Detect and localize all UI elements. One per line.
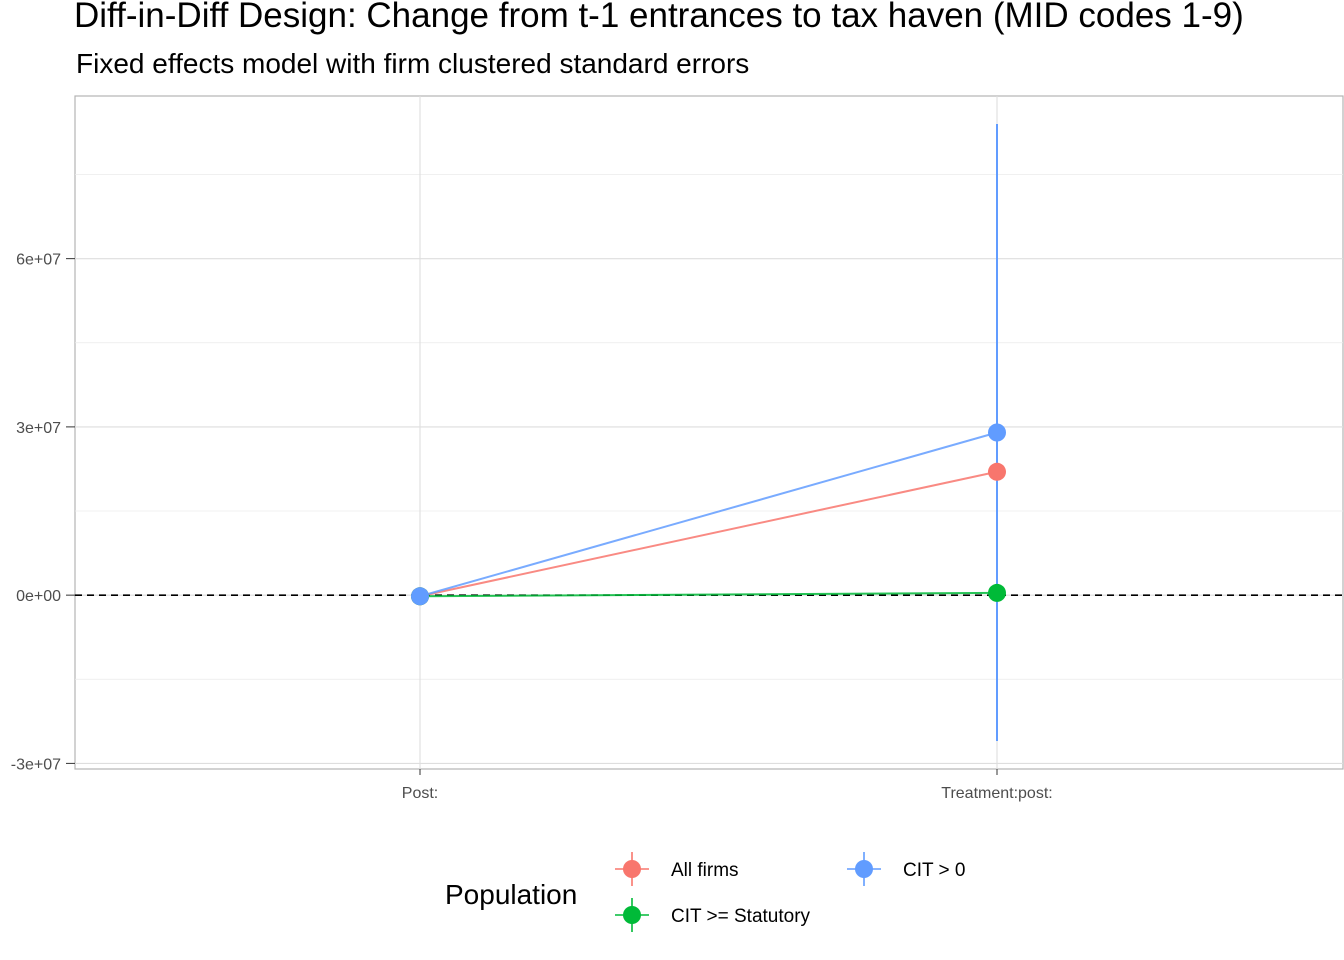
y-tick-label: -3e+07 xyxy=(11,756,61,773)
y-tick-label: 3e+07 xyxy=(16,420,61,437)
chart-subtitle: Fixed effects model with firm clustered … xyxy=(76,48,750,79)
legend-label-cit-0: CIT > 0 xyxy=(903,860,965,881)
series-line-cit-statutory xyxy=(419,591,998,598)
y-tick-label: 6e+07 xyxy=(16,252,61,269)
data-point-cit-0 xyxy=(411,587,429,606)
legend-key-point-cit-0 xyxy=(855,860,873,878)
y-tick-label: 0e+00 xyxy=(16,588,61,605)
legend-title: Population xyxy=(445,879,577,910)
chart-title: Diff-in-Diff Design: Change from t-1 ent… xyxy=(74,0,1244,35)
series-line-all-firms xyxy=(419,470,998,598)
legend-label-all-firms: All firms xyxy=(671,860,739,881)
data-point-cit-statutory xyxy=(988,583,1006,602)
x-tick-label: Treatment:post: xyxy=(941,785,1052,802)
legend-label-cit-statutory: CIT >= Statutory xyxy=(671,906,811,927)
legend-key-point-cit-statutory xyxy=(623,906,641,924)
data-point-cit-0 xyxy=(988,423,1006,442)
x-tick-label: Post: xyxy=(402,785,438,802)
series-line-cit-0 xyxy=(419,431,998,598)
legend-key-point-all-firms xyxy=(623,860,641,878)
panel-border xyxy=(74,95,1344,770)
data-point-all-firms xyxy=(988,462,1006,481)
